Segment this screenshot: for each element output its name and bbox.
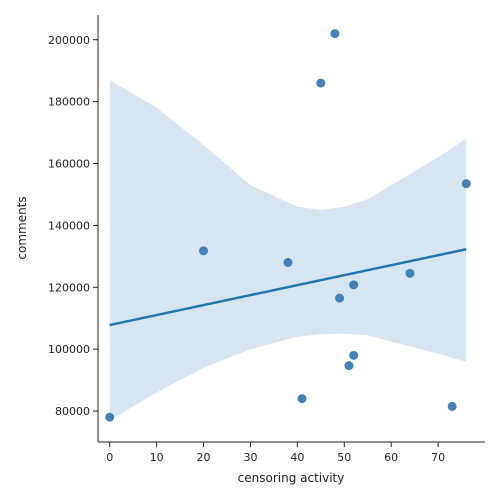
data-point (105, 412, 115, 422)
data-point (405, 268, 415, 278)
data-point (199, 246, 209, 256)
axes (97, 15, 485, 443)
data-point (349, 280, 359, 290)
data-point (316, 78, 326, 88)
y-tick-label: 100000 (48, 343, 90, 356)
data-point (297, 394, 307, 404)
plot-area (105, 29, 471, 422)
data-point (349, 350, 359, 360)
y-axis-label: comments (15, 196, 29, 259)
data-point (283, 258, 293, 268)
y-tick-label: 180000 (48, 96, 90, 109)
x-tick-label: 20 (197, 451, 211, 464)
y-tick-label: 140000 (48, 219, 90, 232)
data-point (344, 361, 354, 371)
x-axis-label: censoring activity (238, 471, 345, 485)
x-tick-label: 0 (106, 451, 113, 464)
x-tick-label: 30 (243, 451, 257, 464)
x-tick-label: 10 (150, 451, 164, 464)
x-tick-label: 40 (290, 451, 304, 464)
data-point (330, 29, 340, 39)
x-tick-label: 70 (431, 451, 445, 464)
x-tick-label: 60 (384, 451, 398, 464)
y-ticks: 80000 100000 120000 140000 160000 180000 20000… (48, 34, 98, 418)
confidence-band (109, 80, 467, 421)
y-tick-label: 200000 (48, 34, 90, 47)
y-tick-label: 80000 (55, 405, 90, 418)
y-tick-label: 120000 (48, 281, 90, 294)
x-ticks: 0 10 20 30 40 50 60 70 (106, 442, 445, 464)
data-point (447, 401, 457, 411)
y-tick-label: 160000 (48, 158, 90, 171)
data-point (335, 293, 345, 303)
x-tick-label: 50 (337, 451, 351, 464)
regression-line (109, 248, 467, 327)
data-point (461, 179, 471, 189)
